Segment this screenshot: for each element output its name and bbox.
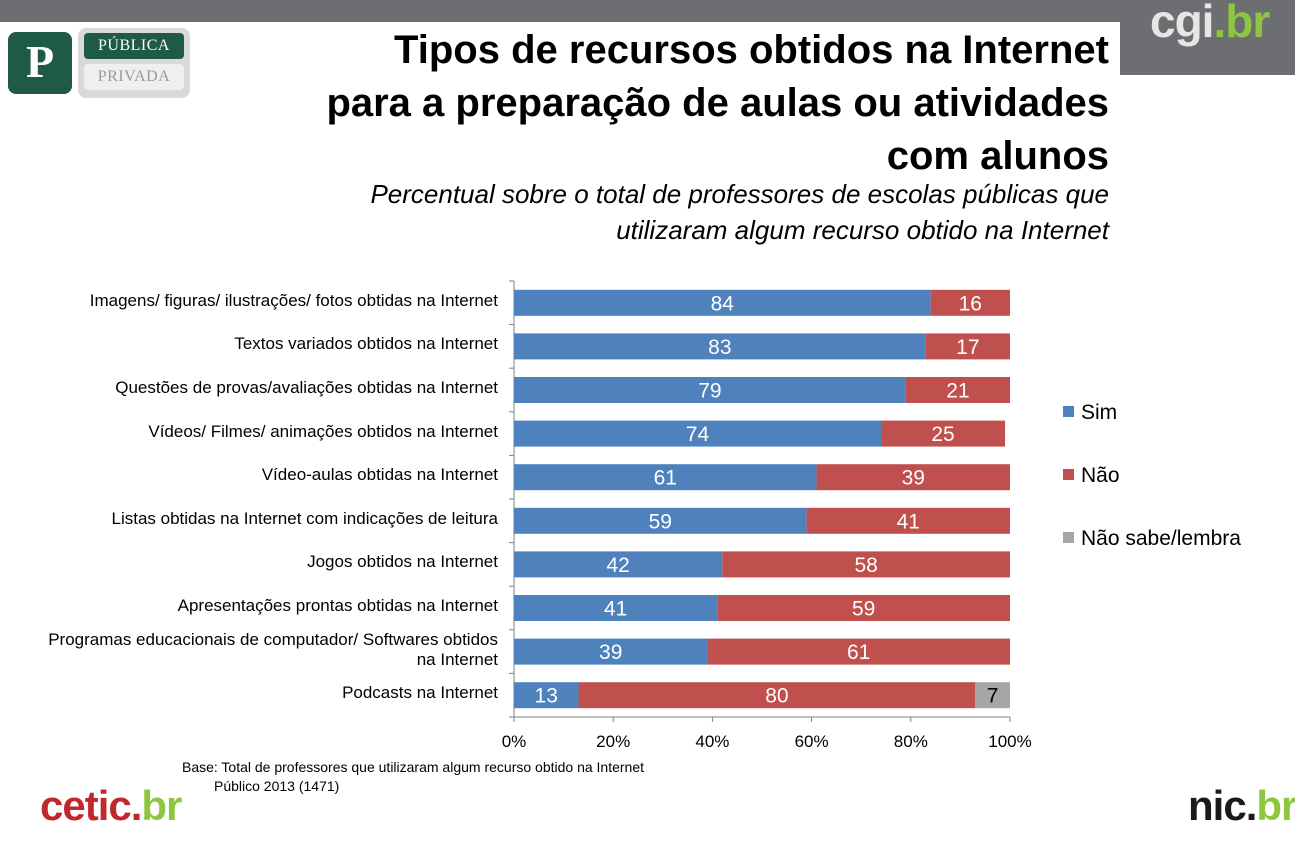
- data-label: 25: [931, 423, 954, 446]
- data-label: 42: [606, 554, 629, 577]
- category-label-line: Textos variados obtidos na Internet: [234, 334, 498, 354]
- bar-sim: [514, 333, 926, 360]
- data-label: 13: [535, 685, 558, 708]
- category-label-line: Vídeos/ Filmes/ animações obtidos na Int…: [148, 421, 498, 441]
- page-subtitle: Percentual sobre o total de professores …: [209, 176, 1109, 248]
- data-label: 41: [604, 598, 627, 621]
- bar-sim: [514, 682, 579, 709]
- title-line-3: com alunos: [886, 134, 1109, 178]
- category-label: Apresentações prontas obtidas na Interne…: [0, 596, 498, 616]
- bar-n-o: [925, 333, 1010, 360]
- data-label: 39: [902, 467, 925, 490]
- data-label: 41: [897, 510, 920, 533]
- legend-item: Não sabe/lembra: [1063, 527, 1241, 551]
- title-line-1: Tipos de recursos obtidos na Internet: [394, 28, 1109, 72]
- legend-swatch: [1063, 468, 1074, 480]
- tag-privada: PRIVADA: [84, 64, 184, 90]
- data-label: 58: [854, 554, 877, 577]
- bar-sim: [514, 464, 817, 491]
- data-label: 59: [649, 510, 672, 533]
- data-label: 80: [765, 685, 788, 708]
- cgi-logo: cgi.br: [1150, 0, 1270, 47]
- category-label: Listas obtidas na Internet com indicaçõe…: [0, 509, 498, 529]
- category-label-line: Listas obtidas na Internet com indicaçõe…: [111, 508, 498, 528]
- x-tick-label: 100%: [988, 732, 1031, 751]
- data-label: 39: [599, 641, 622, 664]
- bar-n-o: [816, 464, 1010, 491]
- category-label: Jogos obtidos na Internet: [0, 552, 498, 572]
- tag-publica: PÚBLICA: [84, 33, 184, 59]
- subtitle-line-1: Percentual sobre o total de professores …: [370, 179, 1109, 209]
- data-label: 74: [686, 423, 710, 446]
- nic-logo: nic.br: [1188, 782, 1295, 829]
- category-label-line: Vídeo-aulas obtidas na Internet: [261, 465, 498, 485]
- x-tick-label: 0%: [502, 732, 527, 751]
- legend-label: Não: [1081, 464, 1120, 487]
- data-label: 21: [946, 380, 969, 403]
- base-note: Base: Total de professores que utilizara…: [182, 758, 644, 796]
- bar-sim: [514, 377, 906, 403]
- category-label: Vídeos/ Filmes/ animações obtidos na Int…: [0, 422, 498, 442]
- category-label-line: Jogos obtidos na Internet: [307, 552, 498, 572]
- public-badge: P: [8, 32, 72, 94]
- legend-label: Sim: [1081, 401, 1118, 424]
- legend-swatch: [1063, 531, 1074, 543]
- top-right-brand-box: [1120, 0, 1295, 75]
- category-label-line: Podcasts na Internet: [342, 683, 498, 703]
- subtitle-line-2: utilizaram algum recurso obtido na Inter…: [616, 215, 1109, 245]
- bar-n-o: [905, 377, 1010, 403]
- bar-n-o: [707, 638, 1010, 665]
- x-tick-label: 20%: [596, 732, 630, 751]
- bar-sim: [514, 595, 718, 621]
- base-note-line-1: Base: Total de professores que utilizara…: [182, 759, 644, 775]
- category-label: Questões de provas/avaliações obtidas na…: [0, 378, 498, 398]
- bar-sim: [514, 551, 723, 578]
- category-label: Textos variados obtidos na Internet: [0, 334, 498, 354]
- data-label: 61: [847, 641, 870, 664]
- cetic-logo: cetic.br: [40, 782, 182, 829]
- category-label-line: na Internet: [416, 649, 498, 669]
- data-label: 83: [708, 336, 731, 359]
- category-label: Podcasts na Internet: [0, 683, 498, 703]
- bar-n-o: [881, 420, 1006, 447]
- category-label-line: Programas educacionais de computador/ So…: [48, 629, 498, 649]
- legend-item: Sim: [1063, 401, 1117, 425]
- data-label: 61: [654, 467, 677, 490]
- bar-n-o: [722, 551, 1010, 578]
- category-label: Imagens/ figuras/ ilustrações/ fotos obt…: [0, 291, 498, 311]
- x-tick-label: 80%: [894, 732, 928, 751]
- legend-label: Não sabe/lembra: [1081, 527, 1241, 550]
- bar-n-o: [930, 289, 1010, 316]
- bar-sim: [514, 420, 882, 447]
- bar-n-o: [578, 682, 976, 709]
- data-label: 59: [852, 598, 875, 621]
- bar-sim: [514, 638, 708, 665]
- data-label: 84: [711, 292, 735, 315]
- bar-n-o: [806, 507, 1010, 534]
- base-note-line-2: Público 2013 (1471): [214, 778, 340, 794]
- x-tick-label: 40%: [695, 732, 729, 751]
- bar-n-o-sabe-lembra: [975, 682, 1010, 709]
- data-label: 7: [987, 685, 999, 708]
- legend-swatch: [1063, 405, 1074, 417]
- bar-sim: [514, 289, 931, 316]
- category-label: Vídeo-aulas obtidas na Internet: [0, 465, 498, 485]
- title-line-2: para a preparação de aulas ou atividades: [326, 81, 1109, 125]
- data-label: 79: [698, 380, 721, 403]
- bar-sim: [514, 507, 807, 534]
- x-tick-label: 60%: [795, 732, 829, 751]
- bar-n-o: [717, 595, 1010, 621]
- data-label: 17: [956, 336, 979, 359]
- data-label: 16: [959, 292, 982, 315]
- top-bar: [0, 0, 1295, 22]
- category-label-line: Apresentações prontas obtidas na Interne…: [177, 596, 498, 615]
- page-title: Tipos de recursos obtidos na Internet pa…: [209, 24, 1109, 183]
- category-label-line: Imagens/ figuras/ ilustrações/ fotos obt…: [89, 290, 498, 310]
- category-label-line: Questões de provas/avaliações obtidas na…: [115, 378, 498, 397]
- legend-item: Não: [1063, 464, 1120, 488]
- category-label: Programas educacionais de computador/ So…: [0, 630, 498, 670]
